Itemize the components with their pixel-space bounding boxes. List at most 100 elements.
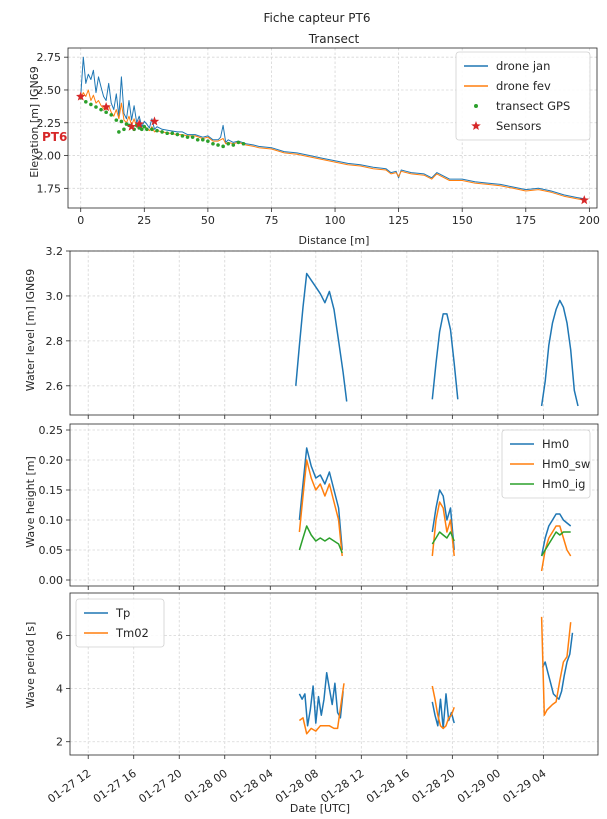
transect-legend-box bbox=[455, 51, 591, 141]
transect-ytick-label: 1.75 bbox=[37, 182, 62, 195]
sensor-star-marker bbox=[134, 119, 144, 129]
gps-point bbox=[185, 135, 190, 139]
gps-point bbox=[195, 138, 200, 142]
gps-point bbox=[206, 139, 210, 143]
transect-xtick-label: 75 bbox=[264, 214, 278, 227]
water_level-ytick-label: 3.2 bbox=[46, 245, 64, 258]
gps-point bbox=[114, 118, 119, 122]
transect-ytick-label: 2.50 bbox=[37, 84, 62, 97]
series-line-Hm0_sw bbox=[298, 459, 343, 557]
water-level-ylabel: Water level [m] IGN69 bbox=[24, 269, 37, 391]
wave_height-ytick-label: 0.05 bbox=[39, 544, 64, 557]
wave_height-frame bbox=[69, 423, 599, 587]
gps-point bbox=[139, 127, 144, 132]
gps-point bbox=[231, 143, 236, 147]
transect-xtick-label: 25 bbox=[137, 214, 151, 227]
series-line-Hm0_sw bbox=[540, 525, 572, 572]
date-tick-label: 01-29 00 bbox=[455, 767, 503, 806]
series-line-Hm0 bbox=[298, 447, 343, 551]
series-line-Hm0_ig bbox=[540, 531, 571, 557]
gps-point bbox=[211, 141, 215, 146]
date-xlabel: Date [UTC] bbox=[290, 802, 350, 815]
gps-point bbox=[200, 138, 205, 142]
transect-title: Transect bbox=[308, 32, 360, 46]
date-tick-label: 01-28 12 bbox=[318, 767, 366, 806]
gps-point bbox=[170, 131, 175, 136]
series-line-water_level bbox=[295, 272, 348, 402]
gps-point bbox=[175, 132, 180, 137]
gps-point bbox=[150, 127, 154, 132]
wave_height-ytick-label: 0.00 bbox=[39, 574, 64, 587]
gps-point bbox=[221, 144, 225, 149]
gps-point bbox=[89, 102, 93, 107]
gps-point bbox=[216, 143, 220, 147]
gps-point bbox=[241, 141, 246, 146]
figure-suptitle: Fiche capteur PT6 bbox=[264, 11, 371, 25]
water_level-ytick-label: 2.8 bbox=[46, 335, 64, 348]
gps-point bbox=[236, 140, 241, 145]
transect-legend-label: transect GPS bbox=[496, 99, 570, 113]
wave_height-ytick-label: 0.10 bbox=[39, 514, 64, 527]
wave_period-ytick-label: 2 bbox=[56, 736, 63, 749]
series-line-Tm02 bbox=[298, 683, 345, 735]
sensor-star-marker bbox=[126, 121, 137, 131]
pt6-annotation: PT6 bbox=[42, 130, 67, 144]
water_level-frame bbox=[69, 250, 599, 416]
transect-xlabel: Distance [m] bbox=[299, 234, 370, 247]
wave-height-ylabel: Wave height [m] bbox=[24, 456, 37, 548]
wave_period-legend-label: Tp bbox=[115, 606, 130, 620]
gps-point bbox=[104, 110, 108, 115]
wave_period-ytick-label: 4 bbox=[56, 683, 63, 696]
gps-point bbox=[165, 131, 169, 136]
wave-period-panel: 2 4 6 Tp Tm02 bbox=[56, 592, 599, 759]
gps-point bbox=[190, 135, 195, 139]
series-line-water_level bbox=[540, 299, 579, 407]
wave_period-legend-box bbox=[75, 598, 165, 648]
transect-ytick-label: 2.75 bbox=[37, 51, 62, 64]
wave_period-ytick-label: 6 bbox=[56, 629, 63, 642]
wave_height-ytick-label: 0.15 bbox=[39, 484, 64, 497]
sensor-star-marker bbox=[149, 116, 160, 126]
transect-xtick-label: 175 bbox=[515, 214, 536, 227]
date-tick-label: 01-27 12 bbox=[45, 767, 93, 806]
series-line-drone-fev bbox=[80, 89, 585, 201]
sensor-star-marker bbox=[101, 102, 111, 112]
gps-point bbox=[119, 119, 124, 124]
series-line-water_level bbox=[431, 313, 459, 400]
transect-xtick-label: 200 bbox=[579, 214, 600, 227]
series-line-Hm0_ig bbox=[298, 525, 343, 554]
series-line-Tm02 bbox=[431, 685, 455, 730]
date-tick-label: 01-28 20 bbox=[410, 767, 458, 806]
transect-xtick-label: 100 bbox=[325, 214, 346, 227]
transect-xtick-label: 125 bbox=[388, 214, 409, 227]
transect-legend-label: drone jan bbox=[496, 59, 550, 73]
gps-point bbox=[117, 130, 121, 134]
wave_height-legend-label: Hm0_sw bbox=[542, 457, 590, 471]
gps-point bbox=[160, 130, 164, 134]
series-line-Hm0_sw bbox=[431, 501, 455, 557]
wave_height-ytick-label: 0.25 bbox=[39, 424, 64, 437]
wave-period-ylabel: Wave period [s] bbox=[24, 622, 37, 709]
series-line-Hm0_ig bbox=[431, 531, 455, 545]
transect-frame bbox=[67, 47, 598, 209]
transect-xtick-label: 50 bbox=[201, 214, 215, 227]
gps-point bbox=[99, 107, 103, 112]
gps-point bbox=[84, 99, 88, 104]
series-line-Tp bbox=[298, 671, 344, 727]
gps-point bbox=[145, 127, 149, 132]
series-line-drone-jan bbox=[80, 56, 585, 200]
date-tick-label: 01-28 08 bbox=[273, 767, 321, 806]
wave_period-legend-label: Tm02 bbox=[115, 626, 149, 640]
transect-legend-label: drone fev bbox=[496, 79, 551, 93]
wave_height-legend-box bbox=[501, 429, 591, 499]
date-tick-label: 01-27 20 bbox=[136, 767, 184, 806]
series-line-Tm02 bbox=[540, 616, 572, 716]
transect-ylabel: Elevation [m] IGN69 bbox=[28, 66, 41, 177]
water-level-panel: 2.6 2.8 3.0 3.2 bbox=[46, 245, 599, 419]
gps-point bbox=[180, 134, 185, 138]
transect-legend-swatch bbox=[471, 121, 481, 130]
transect-legend-swatch bbox=[474, 104, 478, 108]
gps-point bbox=[142, 124, 147, 129]
